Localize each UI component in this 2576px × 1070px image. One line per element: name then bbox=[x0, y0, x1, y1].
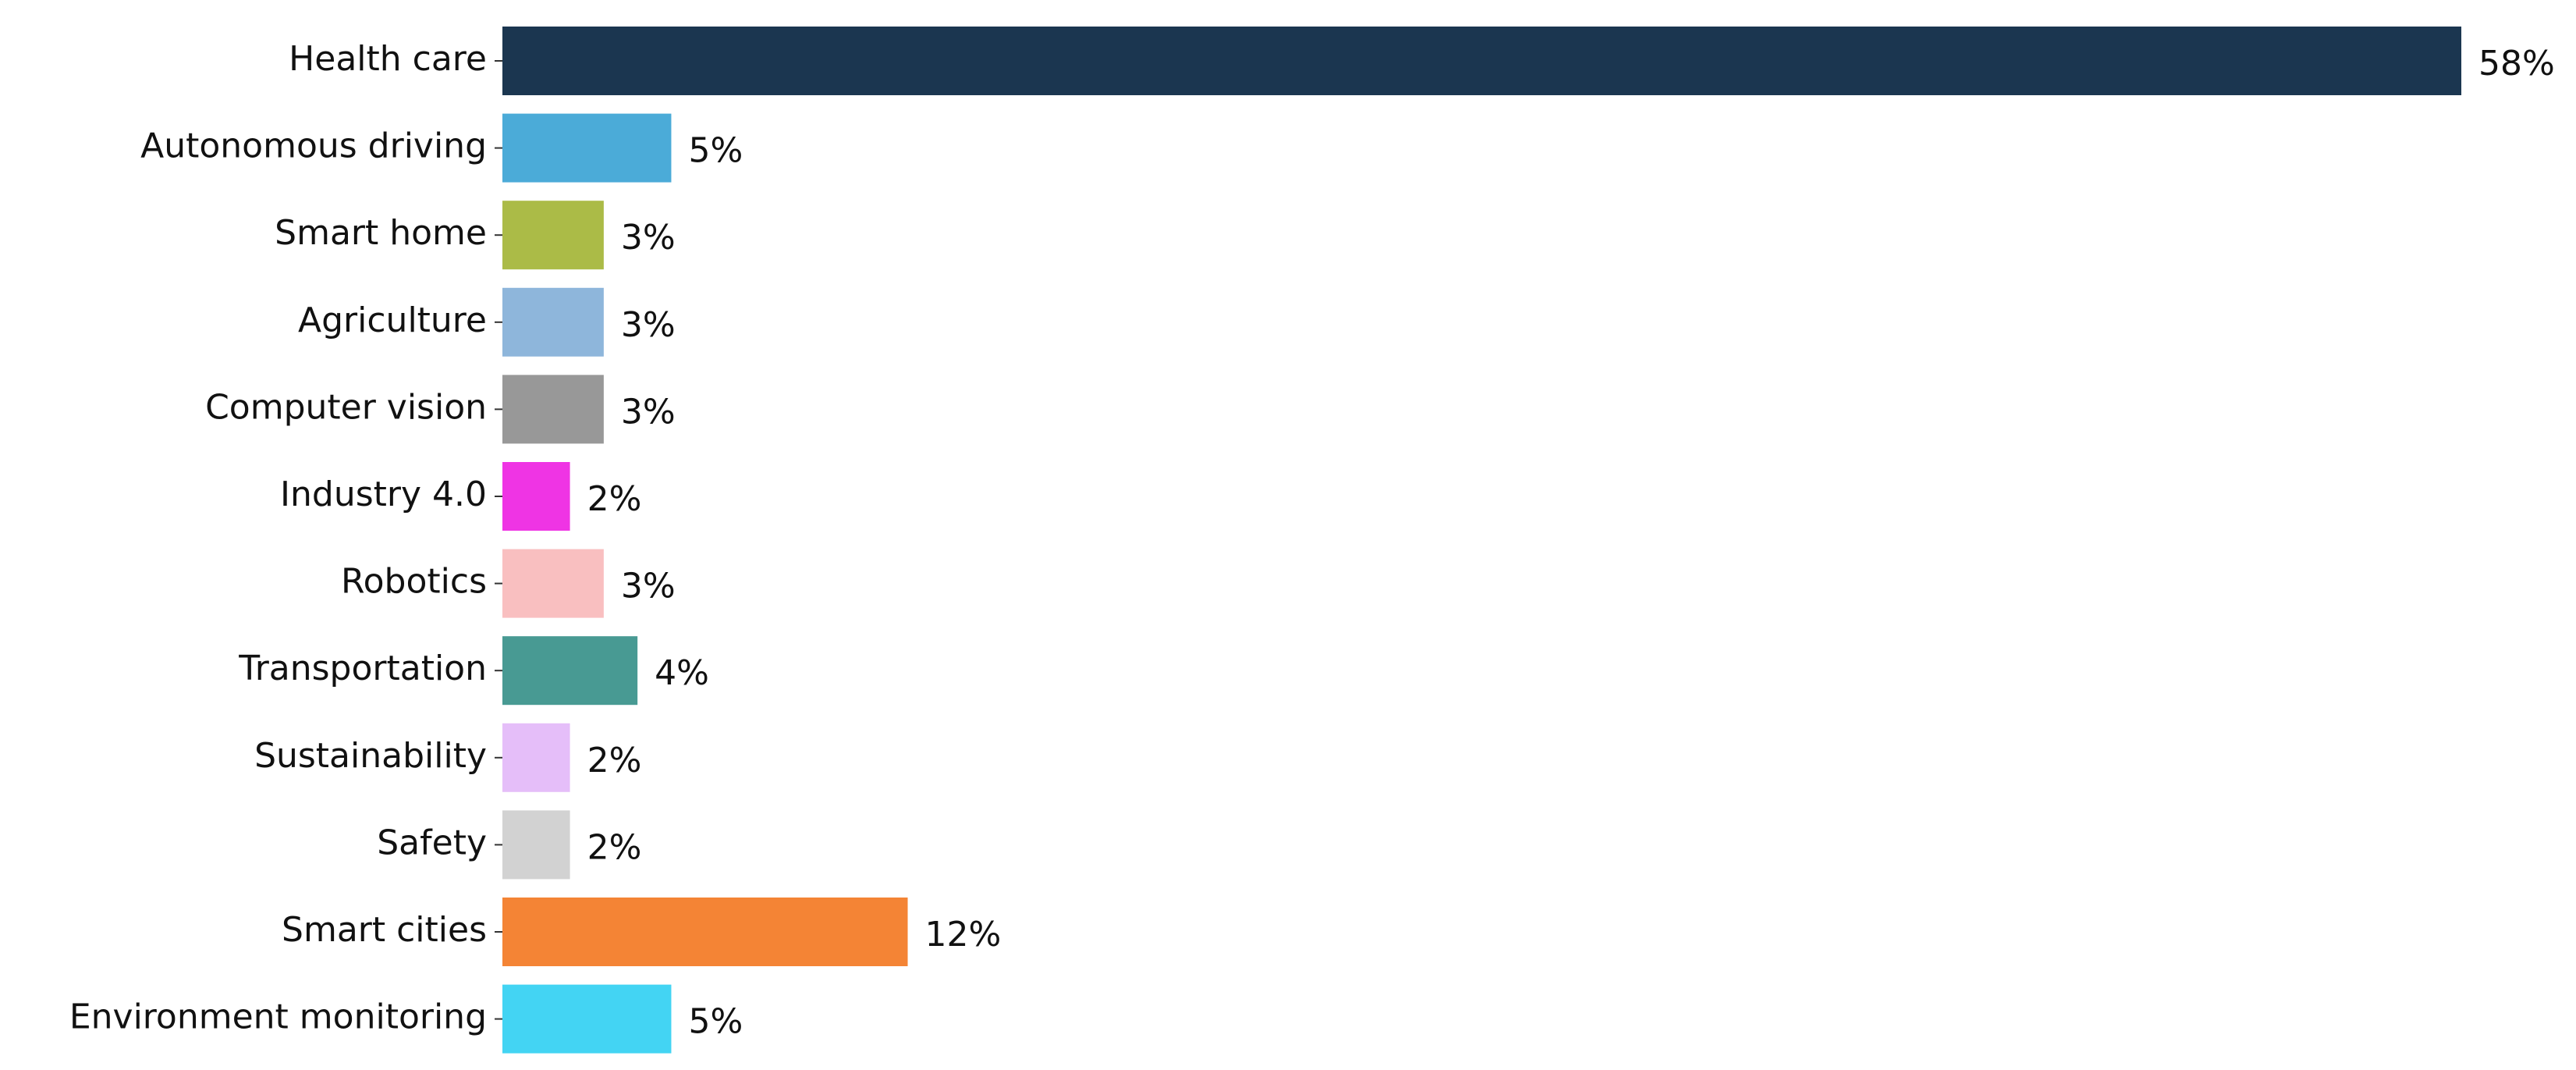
value-label: 4% bbox=[655, 653, 709, 693]
value-label: 5% bbox=[688, 131, 743, 171]
y-tick-label: Safety bbox=[377, 823, 487, 862]
bar bbox=[502, 201, 604, 270]
y-tick-label: Smart cities bbox=[282, 910, 487, 950]
value-label: 2% bbox=[587, 479, 642, 519]
y-tick-label: Industry 4.0 bbox=[280, 475, 487, 514]
y-tick-label: Computer vision bbox=[205, 387, 487, 427]
value-label: 3% bbox=[621, 218, 676, 258]
bar bbox=[502, 723, 570, 792]
value-label: 58% bbox=[2478, 44, 2555, 84]
y-tick-label: Transportation bbox=[238, 649, 487, 688]
bar bbox=[502, 27, 2461, 95]
bar bbox=[502, 898, 908, 966]
y-tick-label: Health care bbox=[289, 39, 487, 79]
value-label: 3% bbox=[621, 305, 676, 345]
y-tick-label: Smart home bbox=[275, 213, 487, 253]
bar bbox=[502, 984, 672, 1054]
y-tick-label: Autonomous driving bbox=[140, 126, 487, 166]
y-tick-label: Sustainability bbox=[254, 736, 487, 776]
value-label: 2% bbox=[587, 827, 642, 867]
bar bbox=[502, 287, 604, 357]
bar bbox=[502, 636, 638, 706]
y-tick-label: Robotics bbox=[341, 562, 487, 602]
bar bbox=[502, 462, 570, 531]
value-label: 12% bbox=[925, 915, 1002, 954]
bar bbox=[502, 113, 672, 183]
value-label: 3% bbox=[621, 567, 676, 606]
y-tick-label: Agriculture bbox=[298, 300, 487, 340]
value-label: 5% bbox=[688, 1002, 743, 1042]
y-tick-label: Environment monitoring bbox=[69, 997, 487, 1037]
bar bbox=[502, 549, 604, 618]
bar bbox=[502, 375, 604, 444]
bar bbox=[502, 810, 570, 880]
value-label: 2% bbox=[587, 741, 642, 780]
value-label: 3% bbox=[621, 392, 676, 432]
